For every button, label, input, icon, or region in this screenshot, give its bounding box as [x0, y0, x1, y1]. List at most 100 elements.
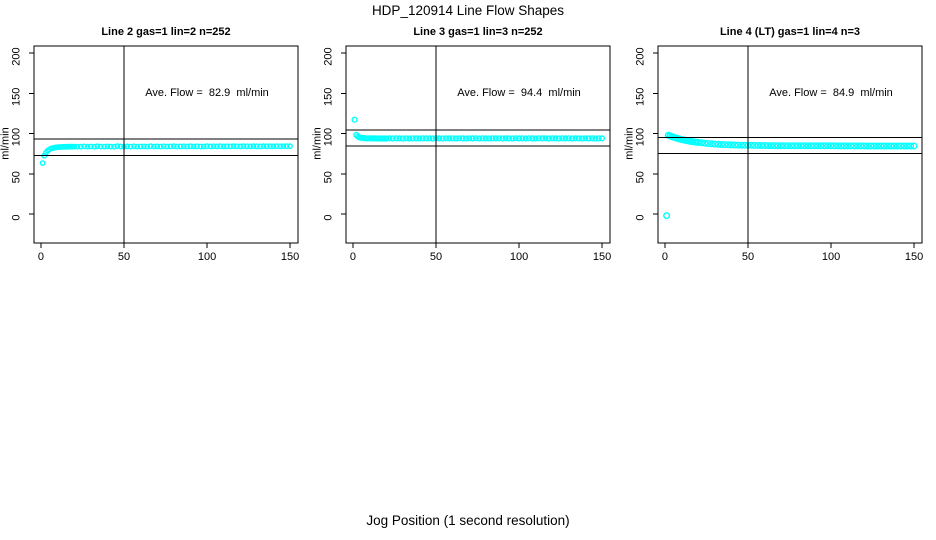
data-point — [97, 143, 104, 150]
data-point — [154, 143, 161, 150]
data-point — [592, 135, 599, 142]
data-point — [562, 135, 569, 142]
data-point — [177, 143, 184, 150]
x-tick-label: 0 — [38, 251, 44, 263]
data-point — [436, 135, 443, 142]
data-point — [117, 143, 124, 150]
data-point — [512, 135, 519, 142]
data-point — [486, 135, 493, 142]
data-point — [588, 135, 596, 142]
data-point — [247, 143, 254, 150]
data-point — [406, 135, 413, 142]
data-point — [893, 142, 901, 150]
figure-title: HDP_120914 Line Flow Shapes — [371, 3, 565, 18]
data-point — [502, 135, 509, 142]
y-tick-label: 100 — [11, 128, 23, 146]
data-point — [595, 135, 602, 142]
data-point — [194, 143, 200, 150]
x-tick-label: 150 — [905, 251, 923, 263]
data-point — [850, 142, 858, 150]
data-point — [874, 142, 882, 150]
data-point — [81, 143, 88, 150]
data-point — [214, 143, 220, 150]
data-point — [167, 143, 174, 150]
data-point — [578, 135, 586, 142]
data-point — [721, 141, 729, 149]
data-point — [170, 143, 177, 150]
data-point — [549, 135, 556, 142]
data-point — [559, 135, 566, 142]
data-point — [386, 135, 393, 142]
x-tick-label: 150 — [593, 251, 611, 263]
data-point — [39, 160, 46, 167]
y-tick-label: 200 — [323, 47, 335, 65]
data-point — [492, 135, 499, 142]
data-point — [774, 142, 782, 150]
y-tick-label: 50 — [323, 171, 335, 183]
data-point — [131, 143, 137, 150]
data-point — [714, 140, 722, 148]
data-point — [462, 135, 470, 142]
y-tick-label: 50 — [11, 171, 23, 183]
data-point — [207, 143, 214, 150]
data-point — [74, 143, 81, 150]
data-point — [880, 142, 888, 150]
data-point — [101, 143, 108, 150]
data-point — [810, 142, 818, 150]
data-point — [84, 143, 91, 150]
data-point — [409, 135, 416, 142]
panel-2-ave-flow-annotation: Ave. Flow = 94.4 ml/min — [457, 87, 581, 99]
data-point — [824, 142, 832, 150]
data-point — [150, 143, 157, 150]
data-point — [71, 143, 78, 150]
data-point — [598, 135, 606, 142]
data-point — [127, 143, 134, 150]
data-point — [522, 135, 529, 142]
data-point — [419, 135, 426, 142]
data-point — [694, 138, 702, 146]
data-point — [187, 143, 194, 150]
data-point — [884, 142, 892, 150]
data-point — [429, 135, 436, 142]
data-point — [887, 142, 895, 150]
data-point — [124, 143, 131, 150]
data-point — [456, 135, 463, 142]
data-point — [273, 143, 280, 150]
data-point — [817, 142, 825, 150]
data-point — [157, 143, 164, 150]
data-point — [452, 135, 460, 142]
data-point — [767, 142, 775, 150]
data-point — [87, 143, 94, 150]
data-point — [698, 139, 706, 147]
data-point — [277, 143, 283, 150]
y-tick-label: 150 — [323, 88, 335, 106]
data-point — [257, 143, 263, 150]
data-point — [761, 141, 769, 149]
data-point — [396, 135, 403, 142]
data-point — [446, 135, 453, 142]
data-point — [111, 143, 117, 150]
data-point — [870, 142, 878, 150]
data-point — [351, 116, 358, 123]
data-point — [482, 135, 489, 142]
data-point — [568, 135, 576, 142]
data-point — [781, 142, 789, 150]
data-point — [217, 143, 224, 150]
data-point — [250, 143, 257, 150]
data-point — [210, 143, 217, 150]
data-point — [751, 141, 759, 149]
data-point — [160, 143, 167, 150]
data-point — [505, 135, 513, 142]
data-point — [791, 142, 799, 150]
data-point — [270, 143, 277, 150]
data-point — [459, 135, 466, 142]
data-point — [717, 140, 725, 148]
data-point — [864, 142, 872, 150]
data-point — [237, 143, 244, 150]
x-tick-label: 50 — [118, 251, 130, 263]
data-point — [910, 142, 918, 150]
data-point — [140, 143, 147, 150]
data-point — [267, 143, 273, 150]
x-tick-label: 50 — [430, 251, 442, 263]
